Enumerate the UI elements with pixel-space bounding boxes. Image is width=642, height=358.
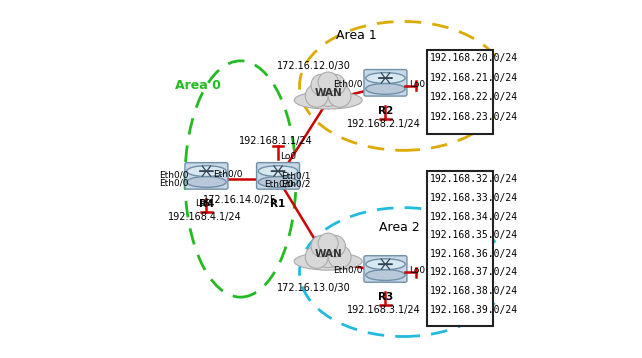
Text: Eth0/0: Eth0/0 [214,169,243,178]
Circle shape [328,84,351,107]
Ellipse shape [366,270,405,280]
Circle shape [313,76,343,106]
Circle shape [305,84,328,107]
Text: Eth0/0: Eth0/0 [159,179,189,188]
Circle shape [328,246,351,268]
Text: 192.168.34.0/24: 192.168.34.0/24 [430,212,518,222]
Text: 192.168.35.0/24: 192.168.35.0/24 [430,230,518,240]
Text: Eth0/0: Eth0/0 [333,79,362,89]
Text: 192.168.1.1/24: 192.168.1.1/24 [239,136,313,146]
Text: 172.16.12.0/30: 172.16.12.0/30 [277,61,351,71]
Text: R1: R1 [270,199,286,209]
Ellipse shape [187,176,226,187]
Text: Area 2: Area 2 [379,221,420,234]
FancyBboxPatch shape [364,69,407,96]
Circle shape [313,237,343,267]
Bar [427,171,493,326]
Text: WAN: WAN [315,88,342,98]
Ellipse shape [294,252,362,270]
Text: 192.168.39.0/24: 192.168.39.0/24 [430,305,518,315]
Text: 192.168.33.0/24: 192.168.33.0/24 [430,193,518,203]
Text: 172.16.14.0/25: 172.16.14.0/25 [204,195,277,205]
Text: 192.168.23.0/24: 192.168.23.0/24 [430,112,518,122]
Text: 192.168.20.0/24: 192.168.20.0/24 [430,53,518,63]
Circle shape [311,74,333,96]
Circle shape [305,246,328,268]
Text: Area 1: Area 1 [336,29,377,42]
Ellipse shape [366,259,405,270]
Circle shape [318,72,338,92]
Text: 192.168.38.0/24: 192.168.38.0/24 [430,286,518,296]
Text: Eth0/0: Eth0/0 [333,266,362,275]
Text: Lo0: Lo0 [195,199,211,208]
Ellipse shape [366,83,405,94]
Text: Eth0/0: Eth0/0 [264,180,293,189]
Text: Eth0/1: Eth0/1 [282,171,311,181]
Text: Lo0: Lo0 [409,79,425,89]
Text: 192.168.21.0/24: 192.168.21.0/24 [430,73,518,83]
Circle shape [324,235,345,257]
Text: Eth0/0: Eth0/0 [159,170,189,179]
Text: 172.16.13.0/30: 172.16.13.0/30 [277,283,351,293]
Ellipse shape [258,166,298,176]
Circle shape [318,233,338,253]
Ellipse shape [187,166,226,176]
Text: R2: R2 [377,106,393,116]
FancyBboxPatch shape [257,163,300,189]
Text: Lo0: Lo0 [280,152,296,161]
Text: Eth0/2: Eth0/2 [282,180,311,189]
Text: 192.168.2.1/24: 192.168.2.1/24 [347,118,421,129]
Text: R4: R4 [199,199,214,209]
Text: 192.168.22.0/24: 192.168.22.0/24 [430,92,518,102]
Text: WAN: WAN [315,249,342,259]
Text: Area 0: Area 0 [175,79,220,92]
FancyBboxPatch shape [185,163,228,189]
Ellipse shape [258,176,298,187]
FancyBboxPatch shape [364,256,407,282]
Text: R3: R3 [377,292,393,302]
Text: 192.168.32.0/24: 192.168.32.0/24 [430,174,518,184]
Text: 192.168.37.0/24: 192.168.37.0/24 [430,267,518,277]
Circle shape [324,74,345,96]
Text: 192.168.36.0/24: 192.168.36.0/24 [430,249,518,259]
Ellipse shape [294,91,362,109]
Circle shape [311,235,333,257]
Text: Lo0: Lo0 [409,266,425,275]
Ellipse shape [366,73,405,83]
Text: 192.168.3.1/24: 192.168.3.1/24 [347,305,421,315]
Text: 192.168.4.1/24: 192.168.4.1/24 [168,212,241,222]
Bar [427,50,493,134]
